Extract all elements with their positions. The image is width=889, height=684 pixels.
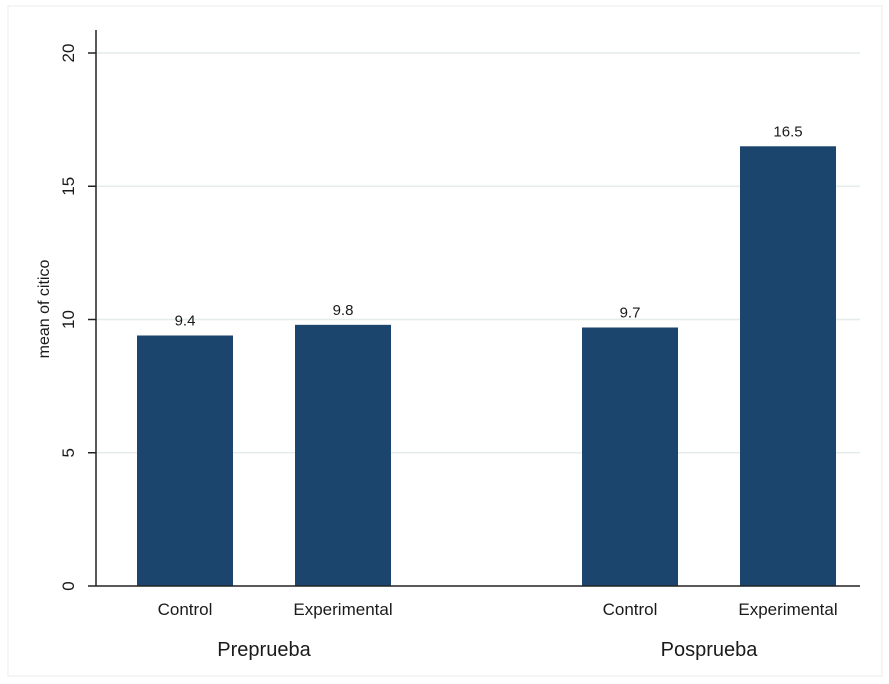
group-label: Preprueba	[217, 639, 311, 661]
axes	[95, 30, 860, 587]
y-tick-label: 10	[59, 310, 78, 329]
labels: 9.4 Control 9.8 Experimental Preprueba 9.7 Con…	[158, 123, 838, 661]
bar	[137, 335, 233, 586]
bar-value-label: 9.4	[175, 312, 196, 329]
bar-value-label: 16.5	[773, 123, 802, 140]
bar-value-label: 9.7	[620, 304, 641, 321]
bar-value-label: 9.8	[333, 302, 354, 319]
y-tick-label: 15	[59, 177, 78, 196]
category-label: Experimental	[293, 600, 392, 619]
y-tick-label: 20	[59, 44, 78, 63]
y-tick-label: 5	[59, 448, 78, 457]
y-ticks: 0 5 10 15 20	[59, 44, 96, 591]
bar	[582, 327, 678, 586]
category-label: Experimental	[738, 600, 837, 619]
grid-lines	[96, 52, 860, 454]
group-label: Posprueba	[661, 639, 759, 661]
y-axis-label: mean of citico	[36, 260, 53, 359]
bar	[740, 146, 836, 586]
chart-frame	[7, 5, 883, 677]
bar	[295, 324, 391, 586]
category-label: Control	[158, 600, 213, 619]
bars	[137, 146, 836, 586]
y-tick-label: 0	[59, 581, 78, 590]
category-label: Control	[603, 600, 658, 619]
